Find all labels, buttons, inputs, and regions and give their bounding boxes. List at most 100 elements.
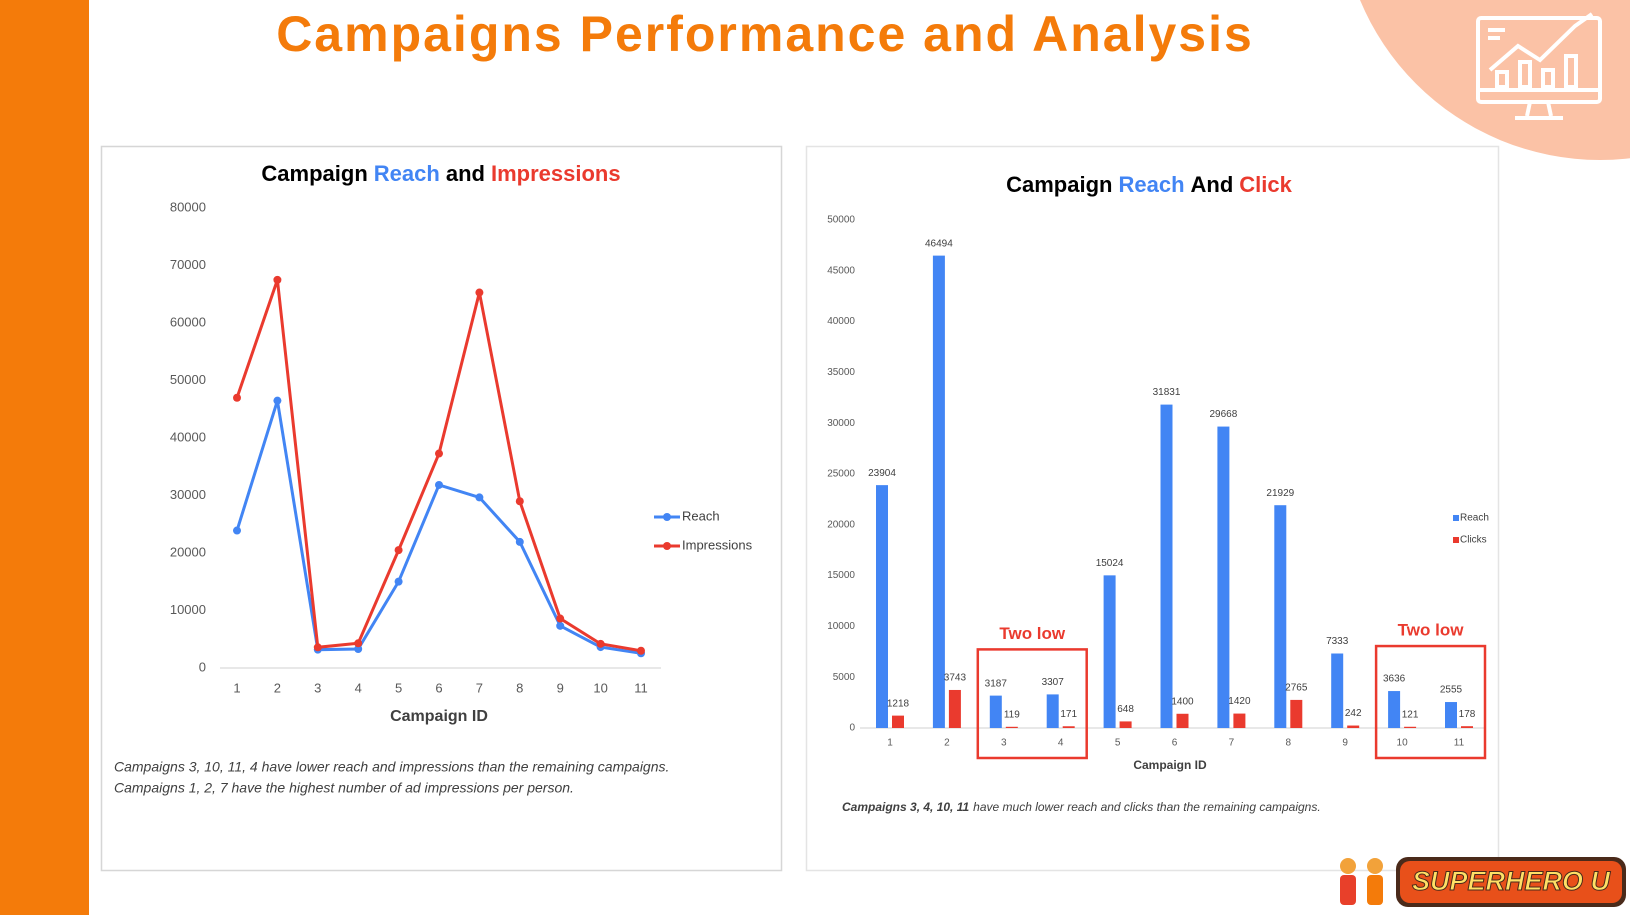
x-tick-label: 2 [274,680,281,695]
y-tick-label: 50000 [170,372,206,387]
legend-swatch [1453,515,1459,521]
y-tick-label: 45000 [827,265,855,276]
hero-body [1367,875,1383,905]
bar [1388,691,1401,728]
x-axis-label: Campaign ID [1133,758,1207,772]
bar [1103,575,1116,728]
value-label: 3307 [1042,677,1065,688]
value-label: 3187 [985,678,1008,689]
panel [100,145,783,872]
x-tick-label: 7 [1229,738,1235,749]
point [273,275,282,284]
point [475,493,484,502]
value-label: 21929 [1266,488,1294,499]
value-label: 3743 [944,673,967,684]
bar [1160,404,1173,728]
hero-body [1340,875,1356,905]
annotation-box [976,648,1088,760]
legend-swatch [1453,537,1459,543]
bar [1176,713,1189,728]
value-label: 119 [1004,709,1020,720]
title-part: and [446,161,485,186]
bar [1005,726,1018,728]
point [515,497,524,506]
title-part: Campaign [1006,172,1112,197]
value-label: 242 [1345,708,1362,719]
value-label: 178 [1459,709,1476,720]
bar [1217,426,1230,728]
x-tick-label: 3 [314,680,321,695]
legend-label: Clicks [1460,535,1487,546]
y-tick-label: 0 [849,723,855,734]
logo-text: SUPERHERO U [1412,866,1612,896]
bar [1062,726,1075,728]
value-label: 1420 [1228,696,1251,707]
bar [932,255,945,728]
legend-label: Reach [1460,513,1489,524]
x-tick-label: 9 [557,680,564,695]
value-label: 29668 [1209,409,1237,420]
x-tick-label: 11 [1454,738,1465,749]
y-tick-label: 70000 [170,257,206,272]
y-tick-label: 10000 [170,602,206,617]
bar [989,695,1002,728]
x-tick-label: 6 [435,680,442,695]
x-tick-label: 4 [1058,738,1064,749]
value-label: 171 [1060,709,1077,720]
title-part: Reach [1118,172,1184,197]
y-tick-label: 35000 [827,367,855,378]
x-tick-label: 4 [355,680,362,695]
point [515,537,524,546]
y-tick-label: 80000 [170,199,206,214]
bar [1274,505,1287,728]
y-tick-label: 10000 [827,621,855,632]
caption: Campaigns 1, 2, 7 have the highest numbe… [114,780,574,796]
x-tick-label: 10 [1397,738,1409,749]
value-label: 2555 [1440,685,1463,696]
y-tick-label: 40000 [827,316,855,327]
y-tick-label: 50000 [827,215,855,226]
value-label: 46494 [925,238,953,249]
annotation-box [1374,644,1487,760]
point [233,526,241,535]
title-part: Reach [374,161,440,186]
y-tick-label: 5000 [833,672,856,683]
x-tick-label: 8 [516,680,523,695]
point [475,288,484,297]
value-label: 23904 [868,468,896,479]
y-tick-label: 30000 [827,418,855,429]
x-tick-label: 9 [1342,738,1348,749]
chart-title: Campaign Reach and Impressions [261,161,620,186]
x-tick-label: 11 [634,680,648,695]
panel [805,145,1500,872]
value-label: 31831 [1153,387,1181,398]
chart-title: Campaign Reach And Click [1006,172,1293,197]
annotation-label: Two low [1398,621,1465,640]
value-label: 648 [1117,704,1134,715]
point [556,621,565,630]
point [354,639,363,648]
logo: SUPERHERO U [1340,857,1626,907]
bar [892,715,904,728]
logo-inner [1400,861,1622,903]
x-axis-label: Campaign ID [390,708,488,725]
point [354,644,363,653]
caption-part: have much lower reach and clicks than th… [973,800,1321,814]
legend-label: Reach [682,508,720,523]
x-tick-label: 5 [1115,738,1121,749]
x-tick-label: 8 [1286,738,1292,749]
x-tick-label: 3 [1001,738,1007,749]
legend-marker [663,542,671,550]
value-label: 121 [1402,709,1419,720]
bar [1290,699,1303,728]
bar [948,689,961,728]
x-tick-label: 1 [887,738,893,749]
value-label: 1218 [887,698,910,709]
bar [1119,721,1132,728]
point [233,393,241,402]
x-tick-label: 5 [395,680,402,695]
y-tick-label: 20000 [827,519,855,530]
point [313,643,322,652]
bar [1445,702,1457,728]
bar [1331,653,1344,728]
